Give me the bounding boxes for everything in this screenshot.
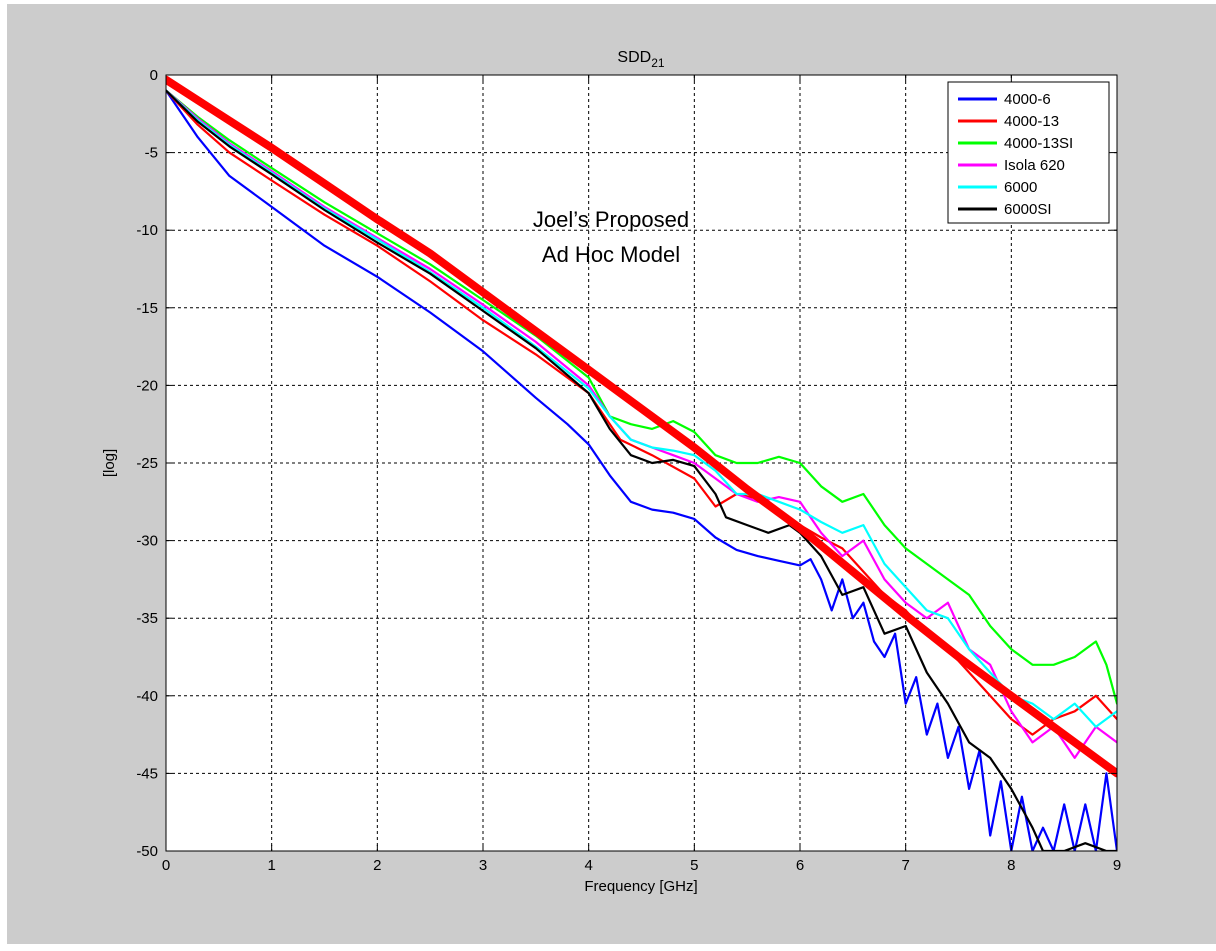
y-tick-label: -5 [145, 145, 158, 162]
x-axis-label: Frequency [GHz] [584, 878, 697, 895]
y-tick-label: -35 [136, 610, 158, 627]
legend-label: 6000SI [1004, 201, 1052, 218]
legend-label: 4000-6 [1004, 91, 1051, 108]
annotation-line-1: Joel’s Proposed [533, 207, 689, 232]
annotation: Joel’s Proposed Ad Hoc Model [533, 207, 689, 267]
x-tick-label: 0 [162, 857, 170, 874]
x-tick-label: 4 [584, 857, 592, 874]
y-tick-label: -20 [136, 377, 158, 394]
y-tick-label: -50 [136, 843, 158, 860]
y-tick-label: -40 [136, 688, 158, 705]
y-tick-label: -30 [136, 533, 158, 550]
series-line-4000-6 [166, 89, 1117, 851]
annotation-line-2: Ad Hoc Model [542, 242, 680, 267]
chart-title-subscript: 21 [651, 56, 665, 70]
x-tick-label: 8 [1007, 857, 1015, 874]
x-tick-label: 7 [901, 857, 909, 874]
legend-label: Isola 620 [1004, 157, 1065, 174]
sdd21-chart: 0 1 2 3 4 5 6 7 8 9 0 -5 -10 -15 -20 -25 -30 -35 -40 -45 -50… [101, 49, 1121, 895]
x-tick-label: 9 [1113, 857, 1121, 874]
series-line-4000-13si [166, 89, 1117, 705]
x-tick-label: 2 [373, 857, 381, 874]
series-line-6000si [166, 89, 1117, 851]
x-tick-label: 1 [267, 857, 275, 874]
y-tick-label: -10 [136, 222, 158, 239]
figure-window: 0 1 2 3 4 5 6 7 8 9 0 -5 -10 -15 -20 -25 -30 -35 -40 -45 -50… [7, 4, 1216, 944]
series-lines [166, 75, 1117, 851]
legend: 4000-6 4000-13 4000-13SI Isola 620 6000 6000S… [947, 81, 1110, 224]
y-tick-label: 0 [150, 67, 158, 84]
y-tick-label: -25 [136, 455, 158, 472]
axis-ticks: 0 1 2 3 4 5 6 7 8 9 0 -5 -10 -15 -20 -25 -30 -35 -40 -45 -50 [136, 67, 1121, 874]
legend-label: 4000-13SI [1004, 135, 1073, 152]
model-curve [166, 75, 1117, 778]
grid-lines [166, 75, 1117, 851]
chart-title: SDD21 [617, 49, 664, 70]
x-tick-label: 3 [479, 857, 487, 874]
y-tick-label: -45 [136, 765, 158, 782]
y-tick-label: -15 [136, 300, 158, 317]
legend-box [947, 81, 1110, 224]
chart-title-main: SDD [617, 49, 651, 66]
y-axis-label: [log] [101, 449, 118, 477]
legend-label: 4000-13 [1004, 113, 1059, 130]
x-tick-label: 5 [690, 857, 698, 874]
x-tick-label: 6 [796, 857, 804, 874]
legend-label: 6000 [1004, 179, 1037, 196]
